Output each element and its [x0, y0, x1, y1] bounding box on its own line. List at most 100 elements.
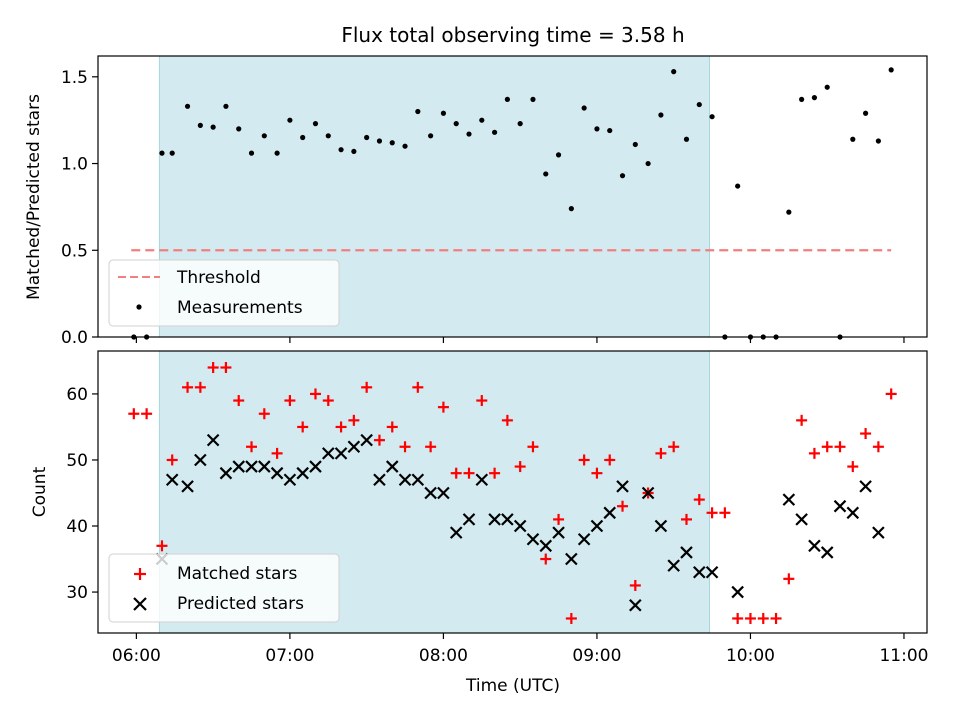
- matched-star-point: [166, 454, 178, 466]
- marker-stroke: [488, 513, 501, 526]
- marker-stroke: [705, 565, 719, 579]
- predicted-star-point: [347, 440, 361, 454]
- measurement-point: [415, 108, 421, 115]
- predicted-star-point: [309, 460, 322, 473]
- marker-stroke: [181, 480, 194, 493]
- marker-stroke: [245, 460, 258, 473]
- marker-stroke: [731, 585, 744, 599]
- measurement-point: [645, 160, 651, 167]
- matched-star-point: [128, 408, 140, 420]
- matched-star-point: [335, 421, 347, 433]
- measurement-point: [555, 152, 562, 158]
- measurement-point: [351, 148, 357, 155]
- matched-star-point: [860, 428, 872, 440]
- measurement-point: [453, 121, 459, 127]
- predicted-star-point: [552, 526, 565, 539]
- legend-measurements-label: Measurements: [177, 298, 303, 318]
- measurement-point: [824, 84, 830, 90]
- matched-star-point: [399, 441, 411, 453]
- matched-star-point: [540, 553, 552, 565]
- matched-star-point: [821, 441, 833, 453]
- matched-star-point: [361, 381, 373, 393]
- marker-stroke: [654, 519, 668, 533]
- predicted-star-point: [462, 513, 476, 526]
- measurement-point: [261, 133, 267, 139]
- matched-star-point: [796, 414, 808, 426]
- matched-star-points: [128, 362, 897, 624]
- marker-stroke: [194, 453, 207, 467]
- marker-stroke: [321, 447, 335, 460]
- matched-star-point: [489, 467, 501, 479]
- marker-stroke: [590, 519, 604, 533]
- measurement-point: [376, 138, 383, 144]
- matched-star-point: [297, 421, 309, 433]
- top-axes-frame: [97, 55, 928, 338]
- measurement-point: [210, 124, 216, 130]
- matched-star-point: [463, 467, 475, 479]
- x-tick-label: 07:00: [265, 646, 314, 666]
- matched-star-point: [706, 507, 718, 519]
- predicted-star-point: [321, 447, 335, 460]
- matched-star-point: [437, 401, 449, 413]
- measurement-point: [300, 134, 306, 141]
- measurement-point: [517, 121, 523, 127]
- matched-star-point: [783, 573, 795, 585]
- predicted-star-point: [590, 519, 604, 533]
- marker-stroke: [833, 499, 847, 513]
- predicted-star-point: [705, 565, 719, 579]
- bottom-legend-box: [108, 553, 340, 623]
- measurement-point: [683, 136, 690, 142]
- marker-stroke: [219, 466, 233, 480]
- marker-stroke: [616, 480, 629, 493]
- predicted-star-point: [245, 460, 258, 473]
- matched-star-point: [386, 421, 398, 433]
- marker-stroke: [385, 460, 399, 473]
- measurement-point: [466, 131, 472, 137]
- matched-star-point: [680, 513, 692, 525]
- predicted-star-point: [859, 480, 872, 493]
- matched-star-point: [847, 461, 859, 473]
- matched-star-point: [527, 441, 539, 453]
- legend-matched-swatch: [134, 568, 146, 580]
- measurement-point: [671, 69, 677, 75]
- panel-top: 0.0 0.5 1.0 1.5 Matched/Predicted stars Thr…: [24, 55, 928, 348]
- matched-star-point: [156, 540, 168, 552]
- measurement-point: [875, 138, 881, 144]
- marker-stroke: [347, 440, 361, 454]
- marker-stroke: [846, 506, 860, 520]
- marker-stroke: [513, 519, 527, 533]
- measurement-point: [530, 96, 536, 102]
- legend-predicted-swatch: [133, 597, 147, 611]
- marker-stroke: [795, 513, 808, 526]
- measurement-point: [402, 143, 408, 149]
- measurement-point: [581, 105, 587, 111]
- measurement-point: [696, 101, 702, 108]
- legend-threshold-label: Threshold: [176, 268, 261, 288]
- marker-stroke: [270, 466, 284, 480]
- x-tick-label: 06:00: [112, 646, 161, 666]
- predicted-star-point: [731, 585, 744, 599]
- marker-stroke: [603, 506, 617, 520]
- matched-star-point: [565, 612, 577, 624]
- marker-stroke: [629, 598, 642, 612]
- predicted-star-point: [629, 598, 642, 612]
- marker-stroke: [552, 526, 565, 539]
- matched-star-point: [220, 362, 232, 374]
- predicted-star-point: [219, 466, 233, 480]
- predicted-star-point: [424, 486, 437, 500]
- marker-stroke: [680, 546, 693, 559]
- marker-stroke: [206, 433, 220, 447]
- legend-matched-label: Matched stars: [177, 564, 297, 584]
- matched-star-point: [373, 434, 385, 446]
- matched-star-point: [591, 467, 603, 479]
- marker-stroke: [872, 526, 885, 539]
- predicted-star-point: [194, 453, 207, 467]
- top-x-ticks: [135, 337, 905, 343]
- predicted-star-point: [296, 466, 309, 480]
- measurement-point: [888, 67, 894, 73]
- measurement-point: [709, 114, 715, 120]
- predicted-star-point: [385, 460, 399, 473]
- chart-title: Flux total observing time = 3.58 h: [341, 23, 684, 47]
- matched-star-point: [348, 414, 360, 426]
